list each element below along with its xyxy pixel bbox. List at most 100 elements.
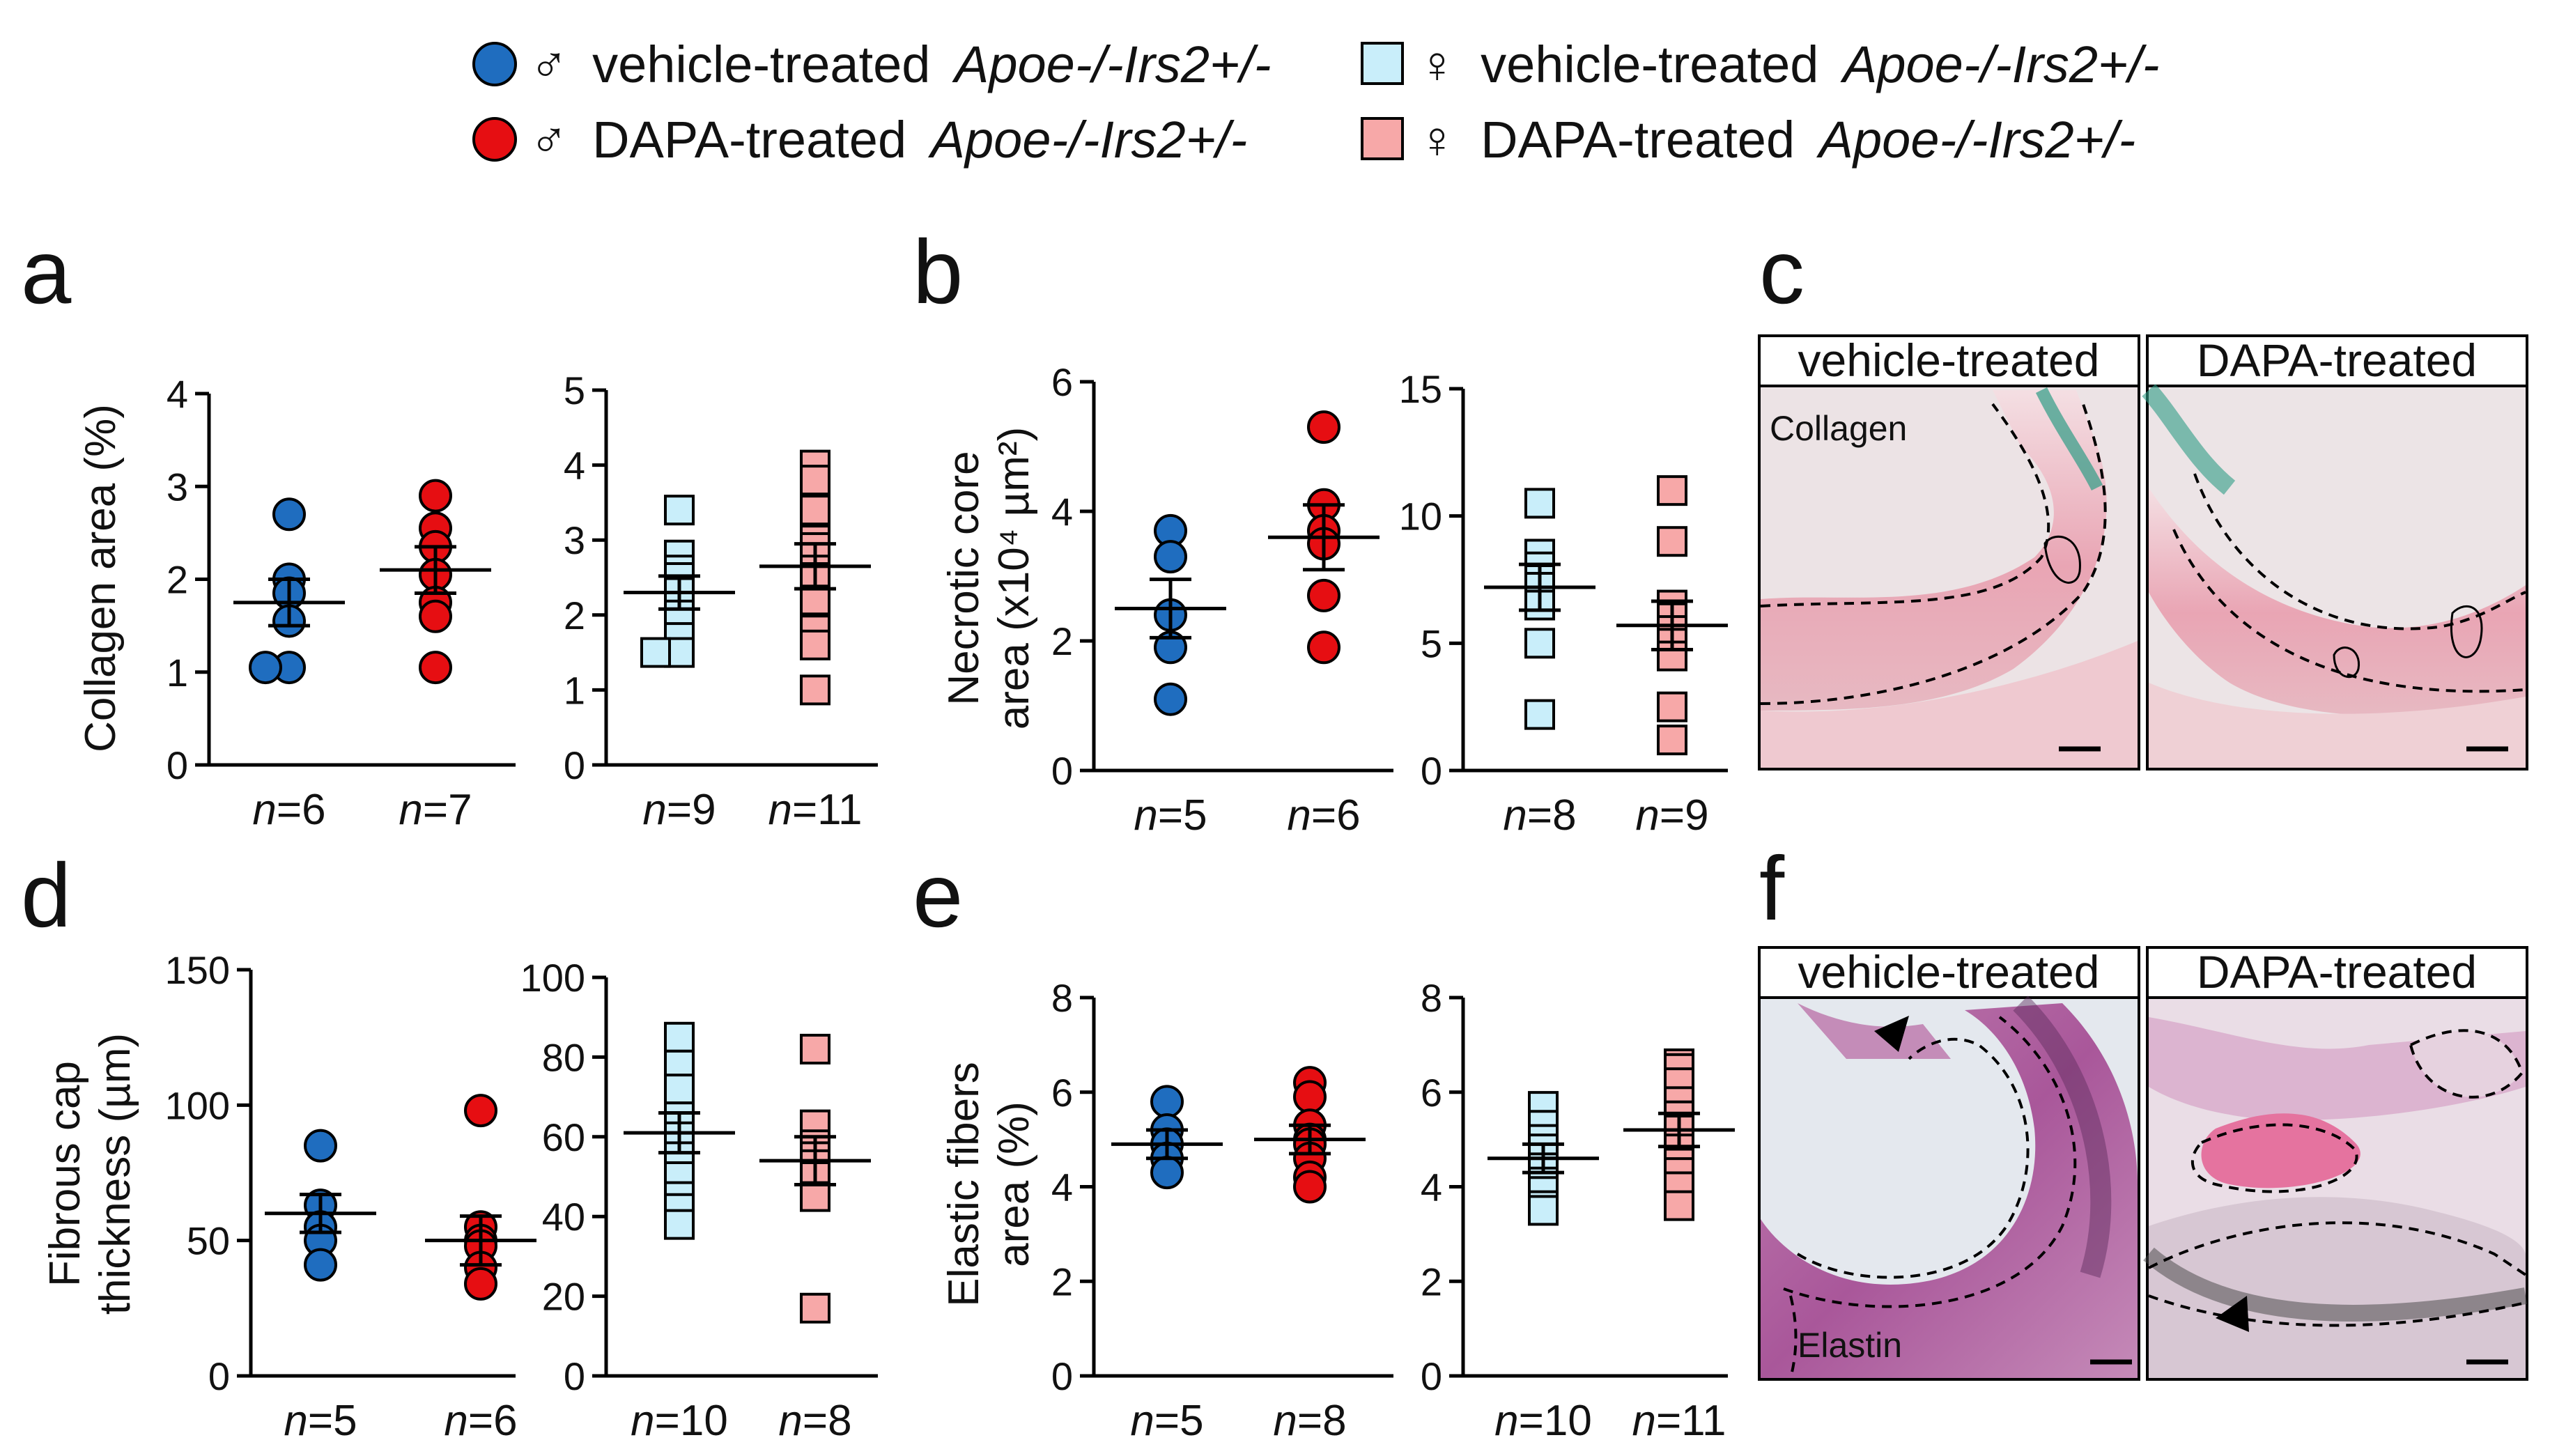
micrograph-c-left-title: vehicle-treated — [1798, 334, 2100, 386]
legend-item-female-vehicle: ♀ vehicle-treated Apoe-/-Irs2+/- — [1361, 36, 2159, 93]
legend-item-male-vehicle: ♂ vehicle-treated Apoe-/-Irs2+/- — [472, 36, 1271, 93]
legend-sex-female-vehicle: ♀ — [1418, 36, 1457, 93]
group-n-label: n=10 — [631, 1397, 728, 1445]
micrograph-f: vehicle-treated DAPA-treated Elastin — [1758, 946, 2528, 1381]
y-tick-label: 0 — [1051, 749, 1073, 793]
y-tick-label: 4 — [167, 372, 188, 416]
data-point — [272, 497, 306, 532]
data-point — [1524, 699, 1555, 730]
y-tick-label: 40 — [542, 1195, 585, 1239]
data-point — [800, 1181, 830, 1212]
y-tick-label: 2 — [1051, 619, 1073, 663]
data-point — [1293, 1170, 1327, 1204]
data-point — [249, 651, 282, 685]
data-point — [1524, 628, 1555, 659]
y-tick-label: 0 — [1421, 1354, 1442, 1398]
legend-marker-male-vehicle — [472, 42, 517, 86]
y-tick-label: 4 — [1051, 490, 1073, 534]
legend-sex-male-vehicle: ♂ — [530, 36, 569, 93]
legend-marker-female-vehicle — [1361, 42, 1404, 85]
svg-text:♂ DAPA-treated: ♂ DAPA-treated Apoe-/-Irs2+/- — [530, 111, 1247, 169]
legend-item-female-dapa: ♀ DAPA-treated Apoe-/-Irs2+/- — [1361, 111, 2135, 169]
legend-genotype-male-dapa: Apoe-/-Irs2+/- — [928, 111, 1247, 169]
arrowhead-icon — [1874, 1016, 1909, 1052]
y-tick-label: 5 — [564, 369, 585, 412]
micrograph-f-right-title-box — [2146, 946, 2528, 999]
data-point — [1154, 540, 1187, 574]
y-tick-label: 0 — [208, 1354, 230, 1398]
y-tick-label: 2 — [1421, 1260, 1442, 1303]
y-tick-label: 10 — [1399, 495, 1442, 539]
data-point — [1150, 1156, 1184, 1190]
y-tick-label: 2 — [167, 558, 188, 602]
micrograph-c-right-title: DAPA-treated — [2197, 334, 2477, 386]
group-n-label: n=6 — [444, 1397, 517, 1445]
y-axis-label: Necrotic core — [940, 451, 988, 705]
micrograph-f-left-image: Elastin — [1758, 996, 2140, 1381]
y-axis-label: Elastic fibers — [940, 1062, 988, 1306]
micrograph-c: vehicle-treated DAPA-treated Collagen — [1758, 334, 2528, 770]
data-point — [464, 1094, 497, 1128]
y-tick-label: 80 — [542, 1035, 585, 1079]
svg-text:♀ vehicle-treated: ♀ vehicle-treated Apoe-/-Irs2+/- — [1418, 36, 2159, 93]
legend-sex-male-dapa: ♂ — [530, 111, 569, 169]
y-tick-label: 100 — [520, 956, 585, 1000]
svg-text:♀ DAPA-treated: ♀ DAPA-treated Apoe-/-Irs2+/- — [1418, 111, 2135, 169]
group-n-label: n=5 — [1130, 1397, 1203, 1445]
legend-sex-female-dapa: ♀ — [1418, 111, 1457, 169]
y-tick-label: 150 — [165, 948, 230, 992]
micrograph-c-right-image — [2142, 384, 2528, 770]
data-point — [304, 1129, 337, 1163]
y-tick-label: 50 — [187, 1219, 230, 1263]
panel-letter-f: f — [1759, 837, 1785, 939]
y-tick-label: 6 — [1421, 1071, 1442, 1115]
data-point — [1307, 410, 1340, 444]
data-point — [664, 1074, 695, 1105]
y-tick-label: 5 — [1421, 621, 1442, 665]
chart-collagen-female: 0 1 2 3 4 5 n=9 n=11 — [564, 369, 878, 834]
legend-item-male-dapa: ♂ DAPA-treated Apoe-/-Irs2+/- — [472, 111, 1247, 169]
group-n-label: n=8 — [1273, 1397, 1346, 1445]
y-tick-label: 6 — [1051, 1071, 1073, 1115]
group-n-label: n=5 — [284, 1397, 357, 1445]
y-tick-label: 4 — [1051, 1165, 1073, 1209]
panel-letter-d: d — [21, 844, 71, 946]
y-tick-label: 3 — [564, 518, 585, 562]
micrograph-c-note: Collagen — [1770, 409, 1907, 448]
y-axis-label: Collagen area (%) — [77, 404, 125, 752]
legend-marker-male-dapa — [472, 117, 517, 162]
data-point — [1657, 691, 1687, 722]
group-n-label: n=6 — [1287, 791, 1360, 839]
y-tick-label: 0 — [564, 743, 585, 787]
data-point — [800, 1033, 830, 1064]
y-axis-label: thickness (µm) — [91, 1033, 139, 1315]
y-tick-label: 8 — [1051, 976, 1073, 1020]
group-n-label: n=6 — [252, 786, 325, 834]
data-point — [1293, 1080, 1327, 1114]
data-point — [1154, 682, 1187, 716]
data-point — [464, 1267, 497, 1301]
group-n-label: n=8 — [778, 1397, 851, 1445]
y-tick-label: 2 — [1051, 1260, 1073, 1303]
legend-genotype-female-vehicle: Apoe-/-Irs2+/- — [1840, 36, 2159, 93]
chart-fibrous-cap-male: 0 50 100 150 Fibrous cap thickness (µm) n=5 n=6 — [41, 948, 536, 1445]
data-point — [640, 637, 671, 668]
group-n-label: n=7 — [399, 786, 472, 834]
group-n-label: n=5 — [1134, 791, 1207, 839]
legend-label-male-dapa: DAPA-treated — [592, 111, 906, 169]
y-tick-label: 0 — [167, 743, 188, 787]
data-point — [419, 651, 452, 685]
group-n-label: n=9 — [1635, 791, 1708, 839]
y-tick-label: 1 — [564, 668, 585, 712]
data-point — [1150, 1085, 1184, 1119]
y-tick-label: 0 — [564, 1354, 585, 1398]
y-tick-label: 8 — [1421, 976, 1442, 1020]
group-n-label: n=10 — [1494, 1397, 1592, 1445]
micrograph-f-right-title: DAPA-treated — [2197, 946, 2477, 998]
legend-label-male-vehicle: vehicle-treated — [592, 36, 930, 93]
y-tick-label: 15 — [1399, 367, 1442, 411]
y-tick-label: 1 — [167, 651, 188, 695]
data-point — [800, 584, 830, 616]
group-n-label: n=8 — [1503, 791, 1576, 839]
y-tick-label: 100 — [165, 1083, 230, 1127]
